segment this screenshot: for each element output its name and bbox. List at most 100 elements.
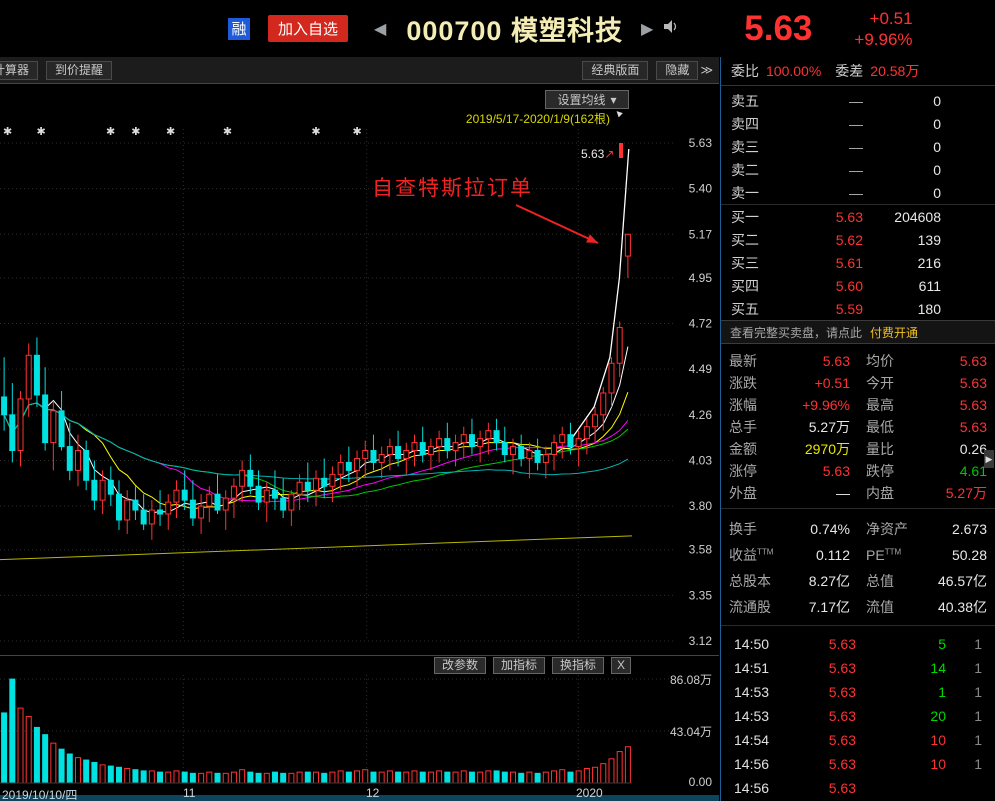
paywall-text: 查看完整买卖盘，请点此 [730, 325, 863, 340]
ask-row-5[interactable]: 卖五 — 0 [721, 89, 995, 112]
current-price-marker: 5.63↗ [581, 147, 614, 161]
add-watchlist-button[interactable]: 加入自选 [268, 15, 349, 42]
last-price: 5.63 [744, 8, 813, 48]
change-params-button[interactable]: 改参数 [433, 657, 486, 674]
svg-text:5.63: 5.63 [689, 136, 713, 150]
svg-text:✱: ✱ [352, 126, 361, 138]
up-arrow-icon: ↗ [604, 147, 615, 161]
tape-row: 14:56 5.63 10 1 [721, 752, 995, 776]
ask-volume: 0 [933, 184, 941, 201]
bid-label: 买二 [731, 231, 759, 248]
tape-time: 14:56 [734, 756, 770, 772]
volume-chart[interactable] [0, 675, 720, 788]
tape-time: 14:51 [734, 660, 770, 676]
bid-row-2[interactable]: 买二 5.62 139 [721, 228, 995, 251]
next-stock-icon[interactable]: ▶ [640, 20, 654, 38]
ma-settings-button[interactable]: 设置均线 ▾ [545, 90, 629, 109]
margin-trading-badge[interactable]: 融 [228, 17, 250, 40]
stat-label: 均价 [866, 353, 894, 369]
switch-indicator-button[interactable]: 换指标 [551, 657, 604, 674]
chart-range-label[interactable]: 2019/5/17-2020/1/9(162根) [465, 112, 610, 126]
stat-label: 内盘 [866, 485, 894, 501]
tab-calculator[interactable]: 计算器 [0, 60, 39, 80]
ask-row-4[interactable]: 卖四 — 0 [721, 112, 995, 135]
svg-text:5.17: 5.17 [689, 227, 713, 241]
bid-row-1[interactable]: 买一 5.63 204608 [721, 205, 995, 228]
chevron-down-icon: ▾ [610, 92, 617, 107]
header-bar: 融 加入自选 ◀ 000700 模塑科技 ▶ 5.63 +0.51 +9.96% [0, 0, 995, 57]
prev-stock-icon[interactable]: ◀ [374, 20, 387, 38]
tape-volume: 1 [938, 684, 946, 700]
change-stack: +0.51 +9.96% [854, 8, 912, 50]
ask-label: 卖五 [731, 92, 759, 109]
tape-time: 14:50 [734, 636, 770, 652]
bid-label: 买五 [731, 300, 759, 317]
svg-text:✱: ✱ [166, 126, 175, 138]
ask-row-3[interactable]: 卖三 — 0 [721, 135, 995, 158]
stat-value: — [836, 485, 850, 501]
svg-text:✱: ✱ [106, 126, 115, 138]
ttm-superscript: TTM [884, 547, 902, 557]
tape-count: 1 [974, 756, 982, 772]
tape-volume: 20 [930, 708, 946, 724]
x-tick-nov: 11 [183, 786, 196, 800]
stat-value: 4.61 [959, 463, 987, 479]
svg-text:4.72: 4.72 [689, 317, 713, 331]
ma-settings-label: 设置均线 [557, 93, 606, 107]
stat-value: 5.63 [959, 375, 987, 391]
tape-price: 5.63 [828, 636, 856, 652]
ask-label: 卖二 [731, 161, 759, 178]
paywall-upgrade-button[interactable]: 付费开通 [870, 325, 919, 340]
stat-value: 5.27万 [808, 419, 850, 435]
toolbar: 计算器 到价提醒 经典版面 隐藏 ≫ [0, 57, 719, 84]
stat-value: 5.63 [822, 353, 850, 369]
fin-label: PE [866, 547, 885, 563]
ask-price: — [849, 161, 863, 178]
hide-button[interactable]: 隐藏 [656, 60, 699, 80]
tape-price: 5.63 [828, 780, 856, 796]
tab-price-alert[interactable]: 到价提醒 [46, 60, 113, 80]
stat-value: 5.63 [959, 353, 987, 369]
bid-row-5[interactable]: 买五 5.59 180 [721, 297, 995, 320]
add-indicator-button[interactable]: 加指标 [492, 657, 545, 674]
ask-volume: 0 [933, 92, 941, 109]
bid-volume: 139 [917, 231, 941, 248]
stat-label: 跌停 [866, 463, 894, 479]
bid-price: 5.59 [835, 300, 863, 317]
candlestick-chart[interactable]: 5.63 5.40 5.17 4.95 4.72 4.49 4.26 4.03 3.80 3.58… [0, 85, 720, 655]
fin-label: 收益 [729, 547, 757, 563]
stat-label: 外盘 [729, 485, 757, 501]
tape-price: 5.63 [828, 756, 856, 772]
chart-scrollbar[interactable] [0, 795, 719, 801]
paywall-bar[interactable]: 查看完整买卖盘，请点此 付费开通 [721, 320, 995, 344]
classic-layout-button[interactable]: 经典版面 [582, 60, 649, 80]
stat-value: 2970万 [804, 441, 850, 457]
tape-count: 1 [974, 660, 982, 676]
x-tick-dec: 12 [366, 786, 380, 800]
price-change: +0.51 [869, 8, 913, 28]
fin-label: 流通股 [729, 599, 771, 615]
ask-label: 卖四 [731, 115, 759, 132]
indicator-toolbar: 改参数 加指标 换指标 X [0, 655, 719, 675]
bid-row-4[interactable]: 买四 5.60 611 [721, 274, 995, 297]
ask-row-1[interactable]: 卖一 — 0 [721, 181, 995, 204]
current-price-marker-value: 5.63 [581, 147, 605, 161]
svg-text:3.80: 3.80 [689, 499, 713, 513]
volume-tick-max: 86.08万 [669, 673, 712, 687]
svg-text:✱: ✱ [223, 126, 232, 138]
tape-row: 14:51 5.63 14 1 [721, 656, 995, 680]
panel-pager-arrow[interactable]: ▶ [984, 450, 994, 468]
ask-row-2[interactable]: 卖二 — 0 [721, 158, 995, 181]
bid-row-3[interactable]: 买三 5.61 216 [721, 251, 995, 274]
bid-book: 买一 5.63 204608 买二 5.62 139 买三 5.61 216 买四 5.60 6… [721, 204, 995, 320]
collapse-panel-icon[interactable]: ≫ [700, 63, 713, 77]
weibi-value: 100.00% [766, 63, 822, 79]
tape-volume: 10 [930, 756, 946, 772]
stock-code: 000700 [406, 16, 503, 46]
svg-text:5.40: 5.40 [689, 182, 713, 196]
close-indicator-icon[interactable]: X [610, 657, 631, 674]
bid-price: 5.62 [835, 231, 863, 248]
weicha-value: 20.58万 [870, 63, 920, 79]
sound-alert-icon[interactable] [663, 19, 678, 39]
fin-label: 净资产 [866, 521, 908, 537]
